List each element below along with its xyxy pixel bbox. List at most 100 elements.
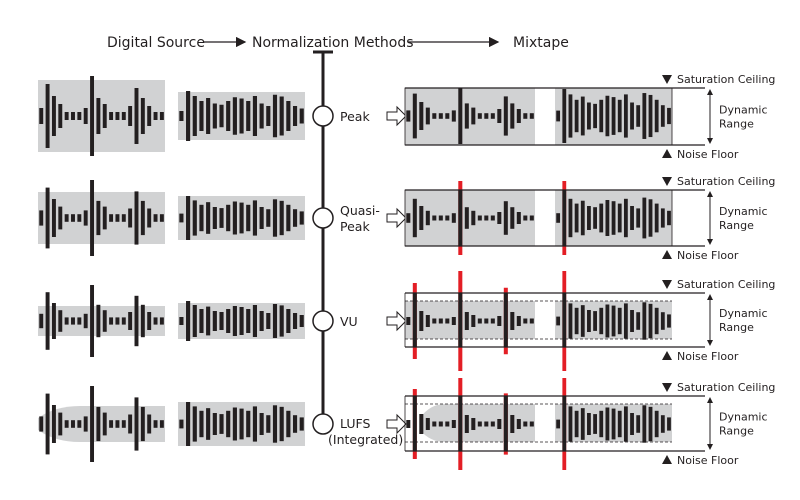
waveform-bar	[599, 307, 604, 335]
source-envelope	[38, 80, 165, 152]
waveform-bar	[660, 208, 665, 228]
waveform-bar	[636, 105, 641, 127]
waveform-bar	[64, 420, 69, 428]
up-triangle-icon	[662, 455, 672, 464]
waveform-bar	[134, 88, 139, 144]
waveform-bar	[623, 94, 628, 138]
waveform-bar	[516, 109, 521, 123]
down-triangle-icon	[662, 383, 672, 392]
waveform-bar	[96, 406, 101, 442]
saturation-ceiling-label: Saturation Ceiling	[677, 381, 775, 394]
waveform-bar	[412, 198, 417, 238]
waveform-bar	[523, 113, 528, 119]
waveform-bar	[239, 408, 244, 440]
waveform-bar	[121, 112, 126, 120]
waveform-bar	[556, 213, 561, 223]
waveform-bar	[128, 208, 133, 228]
waveform-bar	[51, 96, 56, 136]
waveform-bar	[39, 210, 44, 226]
down-triangle-icon	[662, 280, 672, 289]
waveform-bar	[140, 98, 145, 134]
waveform-bar	[90, 180, 95, 256]
waveform-bar	[484, 215, 489, 221]
dynamic-range-label: Range	[719, 321, 754, 334]
waveform-bar	[617, 410, 622, 438]
waveform-bar	[490, 421, 495, 427]
waveform-bar	[102, 310, 107, 332]
waveform-bar	[199, 204, 204, 232]
source-envelope	[38, 406, 165, 442]
waveform-bar	[605, 95, 610, 137]
waveform-bar	[599, 99, 604, 133]
waveform-bar	[458, 190, 463, 246]
waveform-bar	[611, 97, 616, 135]
waveform-bar	[51, 303, 56, 339]
waveform-bar	[252, 406, 258, 442]
waveform-bar	[192, 305, 197, 337]
method-label: (Integrated)	[328, 432, 403, 447]
waveform-bar	[568, 303, 573, 339]
arrowhead-icon	[707, 294, 713, 346]
waveform-bar	[432, 318, 437, 324]
waveform-bar	[147, 208, 152, 228]
waveform-bar	[128, 106, 133, 126]
waveform-bar	[574, 307, 579, 335]
waveform-bar	[516, 316, 521, 326]
waveform-bar	[587, 310, 591, 332]
waveform-bar	[77, 420, 82, 428]
waveform-bar	[406, 317, 411, 325]
waveform-bar	[648, 406, 653, 442]
waveform-bar	[412, 293, 417, 347]
waveform-bar	[58, 412, 63, 436]
waveform-bar	[39, 313, 44, 329]
waveform-bar	[109, 112, 114, 120]
waveform-bar	[617, 203, 622, 233]
waveform-bar	[58, 206, 63, 230]
waveform-bar	[266, 313, 271, 329]
waveform-bar	[412, 396, 417, 451]
waveform-bar	[605, 200, 610, 236]
waveform-bar	[562, 293, 567, 347]
up-triangle-icon	[662, 250, 672, 259]
waveform-bar	[246, 204, 251, 232]
waveform-bar	[654, 410, 659, 438]
waveform-bar	[121, 214, 126, 222]
waveform-bar	[497, 212, 502, 224]
waveform-bar	[140, 200, 145, 236]
waveform-bar	[605, 407, 610, 441]
waveform-bar	[497, 419, 502, 429]
waveform-bar	[77, 317, 82, 325]
waveform-bar	[580, 200, 585, 236]
waveform-bar	[529, 113, 534, 119]
waveform-bar	[471, 315, 476, 327]
method-label: Peak	[340, 109, 370, 124]
waveform-bar	[623, 303, 628, 339]
waveform-bar	[412, 93, 417, 139]
waveform-bar	[121, 420, 126, 428]
waveform-bar	[226, 410, 231, 438]
waveform-bar	[206, 408, 211, 440]
waveform-bar	[239, 202, 244, 234]
waveform-bar	[484, 318, 489, 324]
waveform-bar	[523, 215, 528, 221]
waveform-bar	[272, 199, 278, 237]
waveform-bar	[464, 415, 469, 433]
waveform-bar	[593, 207, 597, 229]
waveform-bar	[199, 410, 204, 438]
waveform-bar	[471, 210, 476, 226]
waveform-bar	[510, 415, 515, 433]
header-mixtape: Mixtape	[513, 35, 569, 51]
waveform-bar	[266, 415, 271, 433]
waveform-bar	[90, 285, 95, 357]
waveform-bar	[219, 208, 224, 228]
waveform-bar	[438, 113, 443, 119]
waveform-bar	[90, 76, 95, 156]
waveform-bar	[186, 301, 191, 341]
waveform-bar	[212, 413, 217, 435]
waveform-bar	[451, 317, 456, 325]
waveform-bar	[484, 421, 489, 427]
waveform-bar	[458, 293, 463, 347]
waveform-bar	[587, 102, 591, 130]
waveform-bar	[419, 414, 424, 434]
